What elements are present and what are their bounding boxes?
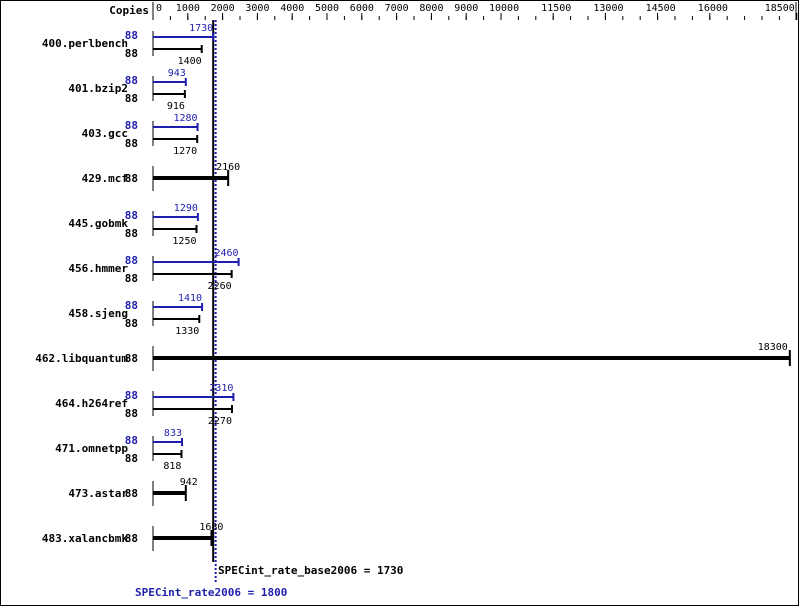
base-copies: 88 (125, 272, 138, 285)
benchmark-label: 483.xalancbmk (42, 532, 128, 545)
base-bar (153, 176, 229, 180)
base-copies: 88 (125, 47, 138, 60)
peak-bar (153, 36, 214, 38)
axis-tick-label: 16000 (698, 3, 728, 14)
axis-tick-label: 8000 (419, 3, 443, 14)
base-bar (153, 453, 182, 455)
peak-bar (153, 216, 198, 218)
peak-value-label: 1410 (178, 293, 202, 304)
axis-tick-label: 3000 (245, 3, 269, 14)
benchmark-label: 403.gcc (82, 127, 128, 140)
base-copies: 88 (125, 352, 138, 365)
peak-value-label: 1290 (174, 203, 198, 214)
base-value-label: 2270 (208, 416, 232, 427)
base-copies: 88 (125, 317, 138, 330)
peak-bar (153, 261, 239, 263)
peak-value-label: 1730 (189, 23, 213, 34)
base-value-label: 1400 (178, 56, 202, 67)
benchmark-label: 401.bzip2 (68, 82, 128, 95)
peak-copies: 88 (125, 119, 138, 132)
peak-copies: 88 (125, 389, 138, 402)
axis-header: Copies (109, 4, 149, 17)
benchmark-label: 400.perlbench (42, 37, 128, 50)
peak-bar (153, 126, 198, 128)
base-bar (153, 318, 200, 320)
base-bar (153, 93, 185, 95)
base-value-label: 1270 (173, 146, 197, 157)
benchmark-label: 473.astar (68, 487, 128, 500)
peak-value-label: 2460 (215, 248, 239, 259)
peak-value-label: 833 (164, 428, 182, 439)
axis-tick-label: 1000 (176, 3, 200, 14)
base-value-label: 818 (163, 461, 181, 472)
peak-bar (153, 441, 182, 443)
peak-summary-label: SPECint_rate2006 = 1800 (135, 586, 287, 599)
base-bar (153, 356, 790, 360)
base-bar (153, 408, 232, 410)
benchmark-label: 471.omnetpp (55, 442, 128, 455)
base-summary-label: SPECint_rate_base2006 = 1730 (218, 564, 403, 577)
base-bar (153, 228, 197, 230)
base-bar (153, 536, 212, 540)
benchmark-label: 462.libquantum (35, 352, 128, 365)
base-copies: 88 (125, 92, 138, 105)
base-bar (153, 273, 232, 275)
base-value-label: 2160 (216, 162, 240, 173)
base-copies: 88 (125, 137, 138, 150)
peak-bar (153, 306, 203, 308)
peak-value-label: 943 (168, 68, 186, 79)
peak-copies: 88 (125, 209, 138, 222)
peak-bar (153, 396, 234, 398)
peak-copies: 88 (125, 299, 138, 312)
base-value-label: 942 (180, 477, 198, 488)
axis-tick-label: 9000 (454, 3, 478, 14)
axis-tick-label: 18500 (765, 3, 795, 14)
peak-copies: 88 (125, 74, 138, 87)
benchmark-label: 456.hmmer (68, 262, 128, 275)
base-value-label: 1330 (175, 326, 199, 337)
base-copies: 88 (125, 452, 138, 465)
peak-value-label: 1280 (173, 113, 197, 124)
peak-bar (153, 81, 186, 83)
base-copies: 88 (125, 407, 138, 420)
peak-copies: 88 (125, 434, 138, 447)
benchmark-label: 464.h264ref (55, 397, 128, 410)
axis-tick-label: 14500 (646, 3, 676, 14)
base-bar (153, 491, 186, 495)
axis-tick-label: 11500 (541, 3, 571, 14)
base-copies: 88 (125, 227, 138, 240)
axis-tick-label: 10000 (489, 3, 519, 14)
axis-tick-label: 7000 (385, 3, 409, 14)
base-value-label: 2260 (208, 281, 232, 292)
base-copies: 88 (125, 532, 138, 545)
benchmark-label: 458.sjeng (68, 307, 128, 320)
peak-value-label: 2310 (209, 383, 233, 394)
benchmark-label: 445.gobmk (68, 217, 128, 230)
axis-tick-label: 0 (156, 3, 162, 14)
base-bar (153, 138, 198, 140)
base-value-label: 18300 (758, 342, 788, 353)
base-copies: 88 (125, 487, 138, 500)
base-bar (153, 48, 202, 50)
axis-tick-label: 6000 (350, 3, 374, 14)
base-value-label: 1680 (199, 522, 223, 533)
base-value-label: 1250 (172, 236, 196, 247)
base-value-label: 916 (167, 101, 185, 112)
axis-tick-label: 13000 (593, 3, 623, 14)
peak-copies: 88 (125, 29, 138, 42)
axis-tick-label: 2000 (211, 3, 235, 14)
peak-copies: 88 (125, 254, 138, 267)
base-copies: 88 (125, 172, 138, 185)
axis-tick-label: 4000 (280, 3, 304, 14)
axis-tick-label: 5000 (315, 3, 339, 14)
benchmark-label: 429.mcf (82, 172, 128, 185)
